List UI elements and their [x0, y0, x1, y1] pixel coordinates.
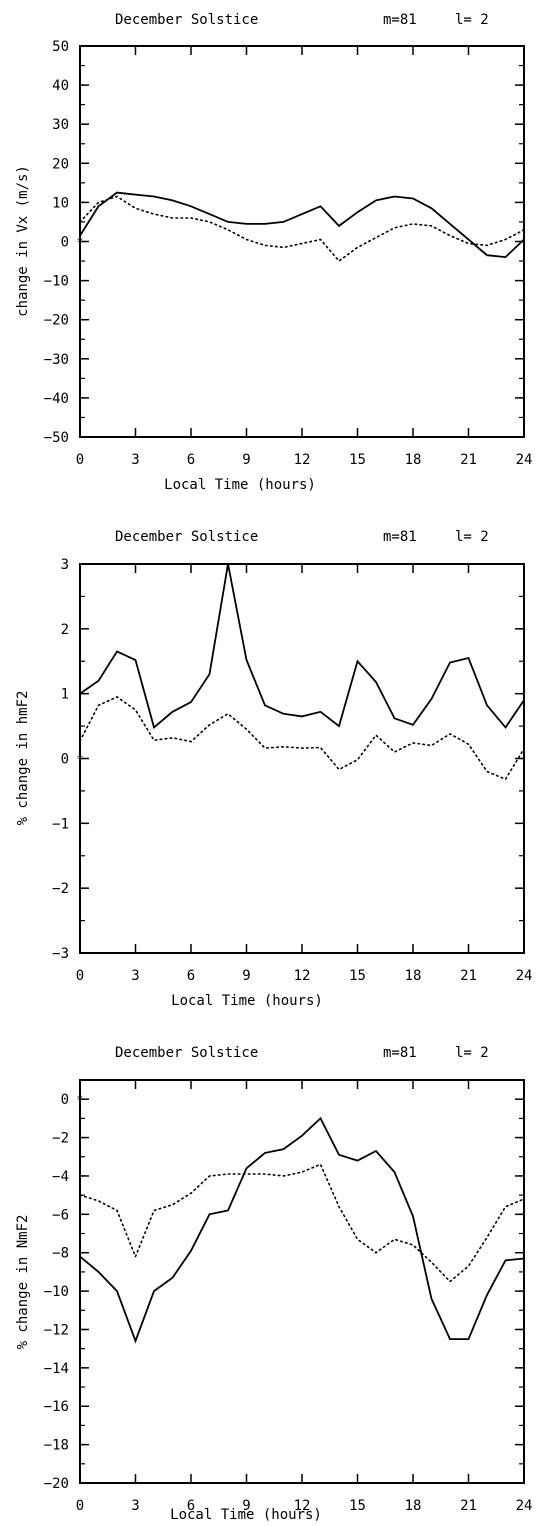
- y-tick-label: 1: [61, 687, 69, 703]
- plot-frame: [79, 563, 525, 954]
- series-lines: [79, 1116, 525, 1344]
- y-tick-label: −50: [44, 430, 69, 446]
- param-m: m=81: [383, 1045, 417, 1061]
- y-tick-label: −1: [52, 816, 69, 832]
- y-axis-label: % change in hmF2: [15, 691, 31, 826]
- y-tick-label: −20: [44, 1476, 69, 1492]
- x-tick-label: 24: [516, 452, 533, 468]
- x-tick-label: 21: [460, 968, 477, 984]
- y-tick-label: 30: [52, 117, 69, 133]
- panel-nmf2: December Solstice m=81 l= 2 0 −2 −4 −6 −8 −10…: [15, 1045, 532, 1523]
- x-tick-label: 0: [76, 968, 84, 984]
- y-axis-ticks: 3 2 1 0 −1 −2 −3 *: [52, 557, 524, 962]
- y-tick-label: −18: [44, 1438, 69, 1454]
- y-tick-label: 40: [52, 78, 69, 94]
- series-solid-line: [79, 1116, 525, 1344]
- x-tick-label: 18: [405, 968, 422, 984]
- y-tick-label: −8: [52, 1246, 69, 1262]
- series-dotted-line: [79, 1163, 525, 1283]
- x-tick-label: 15: [349, 968, 366, 984]
- y-tick-label: 2: [61, 622, 69, 638]
- x-tick-label: 9: [242, 1498, 250, 1514]
- x-axis-label: Local Time (hours): [164, 477, 316, 493]
- y-tick-label: −10: [44, 274, 69, 290]
- x-axis-label: Local Time (hours): [170, 1507, 322, 1523]
- zero-marker: *: [76, 753, 83, 767]
- x-axis-label: Local Time (hours): [171, 993, 323, 1009]
- x-tick-label: 9: [242, 968, 250, 984]
- chart-title: December Solstice: [115, 1045, 258, 1061]
- x-axis-ticks: 0 3 6 9 12 15 18 21 24: [76, 46, 533, 468]
- y-tick-label: 3: [61, 557, 69, 573]
- y-axis-label: change in Vx (m/s): [15, 165, 31, 317]
- y-tick-label: −10: [44, 1284, 69, 1300]
- x-tick-label: 21: [460, 1498, 477, 1514]
- zero-marker: *: [76, 1093, 83, 1107]
- y-tick-label: −3: [52, 946, 69, 962]
- param-m: m=81: [383, 12, 417, 28]
- y-tick-label: 0: [61, 235, 69, 251]
- x-axis-ticks: 0 3 6 9 12 15 18 21 24: [76, 1080, 533, 1514]
- y-tick-label: −2: [52, 1131, 69, 1147]
- y-tick-label: 0: [61, 752, 69, 768]
- y-tick-label: −40: [44, 391, 69, 407]
- chart-title: December Solstice: [115, 12, 258, 28]
- x-tick-label: 0: [76, 452, 84, 468]
- x-tick-label: 12: [294, 452, 311, 468]
- x-tick-label: 18: [405, 1498, 422, 1514]
- x-tick-label: 9: [242, 452, 250, 468]
- x-tick-label: 24: [516, 1498, 533, 1514]
- panel-vx: December Solstice m=81 l= 2 50403020100−…: [15, 12, 532, 493]
- plot-frame: [79, 1079, 525, 1484]
- x-tick-label: 0: [76, 1498, 84, 1514]
- y-axis-label: % change in NmF2: [15, 1215, 31, 1350]
- y-axis-ticks: 0 −2 −4 −6 −8 −10 −12 −14 −16 −18 −20 *: [44, 1079, 524, 1492]
- y-tick-label: 50: [52, 39, 69, 55]
- plot-frame: [79, 45, 525, 438]
- y-tick-label: −2: [52, 881, 69, 897]
- y-tick-label: −12: [44, 1322, 69, 1338]
- x-tick-label: 15: [349, 452, 366, 468]
- x-tick-label: 6: [187, 1498, 195, 1514]
- param-m: m=81: [383, 529, 417, 545]
- param-l: l= 2: [455, 1045, 489, 1061]
- x-tick-label: 18: [405, 452, 422, 468]
- series-solid-line: [79, 191, 525, 259]
- y-tick-label: −6: [52, 1207, 69, 1223]
- x-axis-ticks: 0 3 6 9 12 15 18 21 24: [76, 564, 533, 984]
- y-tick-label: −20: [44, 313, 69, 329]
- zero-marker: *: [76, 236, 83, 250]
- series-solid-line: [79, 563, 525, 729]
- x-tick-label: 21: [460, 452, 477, 468]
- chart-title: December Solstice: [115, 529, 258, 545]
- param-l: l= 2: [455, 12, 489, 28]
- x-tick-label: 3: [131, 968, 139, 984]
- y-tick-label: 10: [52, 195, 69, 211]
- y-tick-label: −30: [44, 352, 69, 368]
- x-tick-label: 12: [294, 1498, 311, 1514]
- x-tick-label: 6: [187, 968, 195, 984]
- panel-hmf2: December Solstice m=81 l= 2 3210−1−2−3* …: [15, 529, 532, 1009]
- x-tick-label: 3: [131, 1498, 139, 1514]
- series-dotted-line: [79, 195, 525, 263]
- x-tick-label: 3: [131, 452, 139, 468]
- x-tick-label: 24: [516, 968, 533, 984]
- series-dotted-line: [79, 695, 525, 781]
- y-tick-label: −4: [52, 1169, 69, 1185]
- param-l: l= 2: [455, 529, 489, 545]
- y-tick-label: 20: [52, 156, 69, 172]
- x-tick-label: 15: [349, 1498, 366, 1514]
- y-tick-label: −16: [44, 1399, 69, 1415]
- x-tick-label: 6: [187, 452, 195, 468]
- y-tick-label: 0: [61, 1092, 69, 1108]
- y-tick-label: −14: [44, 1361, 69, 1377]
- series-lines: [79, 191, 525, 263]
- series-lines: [79, 563, 525, 781]
- y-axis-ticks: 50 40 30 20 10 0 −10 −20 −30 −40 −50 *: [44, 39, 524, 446]
- x-tick-label: 12: [294, 968, 311, 984]
